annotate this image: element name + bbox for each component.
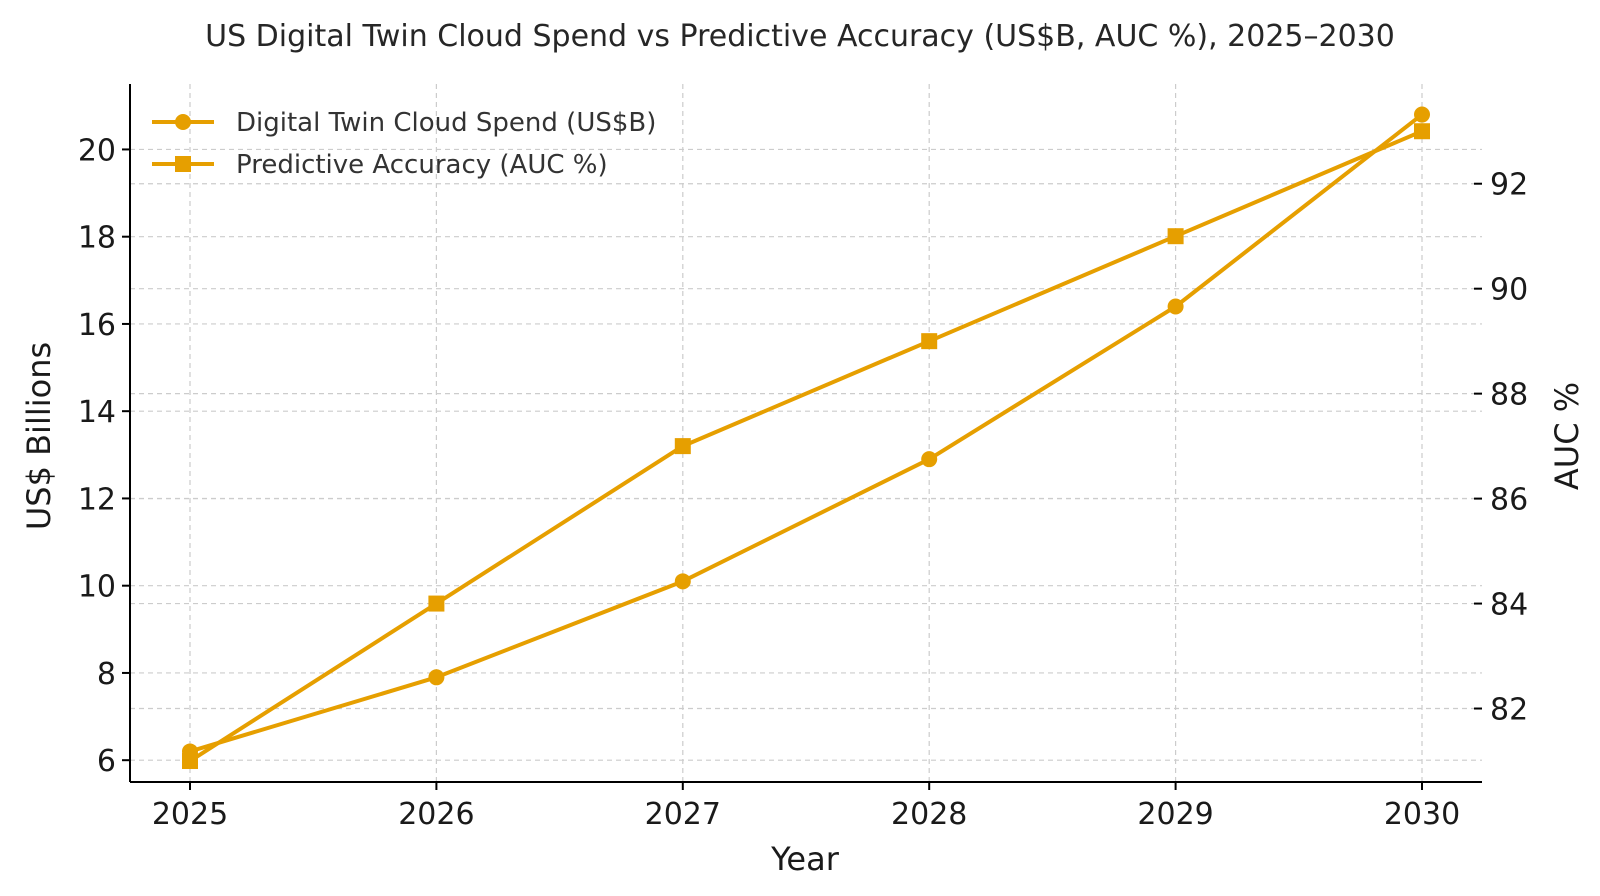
y-left-tick-label: 16 [78,308,116,343]
y-left-tick-label: 8 [97,657,116,692]
data-point-circle [1167,298,1184,315]
data-point-square [1414,123,1430,140]
data-point-circle [921,451,938,468]
y-left-tick-label: 6 [97,744,116,779]
x-tick-label: 2030 [1384,797,1460,832]
y-left-tick-label: 20 [78,133,116,168]
data-point-circle [1414,106,1430,123]
x-tick-label: 2027 [645,797,721,832]
series-1 [182,106,1430,760]
data-point-square [921,333,938,350]
y-right-tick-label: 86 [1490,483,1528,518]
chart-title: US Digital Twin Cloud Spend vs Predictiv… [205,19,1395,54]
y-axis-right-label: AUC % [1548,382,1586,490]
series-line [188,129,1423,763]
x-tick-label: 2029 [1137,797,1213,832]
legend-marker-circle [175,114,191,130]
y-right-tick-label: 90 [1490,273,1528,308]
x-tick-label: 2028 [891,797,967,832]
y-right-tick-label: 92 [1490,168,1528,203]
legend-marker-square [175,156,191,172]
series-layer [182,106,1430,770]
x-tick-label: 2026 [398,797,474,832]
y-left-tick-label: 18 [78,221,116,256]
y-right-tick-label: 82 [1490,693,1528,728]
series-2 [182,123,1430,770]
series-line [189,112,1424,754]
y-right-tick-label: 84 [1490,588,1528,623]
data-point-circle [674,573,691,590]
y-left-tick-label: 10 [78,570,116,605]
axes: 2025 2026 2027 2028 2029 2030 6 8 10 12 14 16 18 20 82… [78,84,1528,832]
legend-label: Digital Twin Cloud Spend (US$B) [236,108,656,138]
legend-label: Predictive Accuracy (AUC %) [236,150,608,180]
x-tick-label: 2025 [152,797,228,832]
y-right-tick-label: 88 [1490,378,1528,413]
grid [130,84,1482,782]
data-point-square [182,753,198,770]
y-axis-left-label: US$ Billions [20,342,58,530]
y-left-tick-label: 14 [78,395,116,430]
data-point-circle [428,669,445,686]
data-point-square [674,438,691,455]
data-point-square [1167,228,1184,245]
data-point-square [428,595,445,612]
legend: Digital Twin Cloud Spend (US$B) Predictiv… [152,108,656,180]
y-left-tick-label: 12 [78,482,116,517]
x-axis-label: Year [770,840,840,878]
